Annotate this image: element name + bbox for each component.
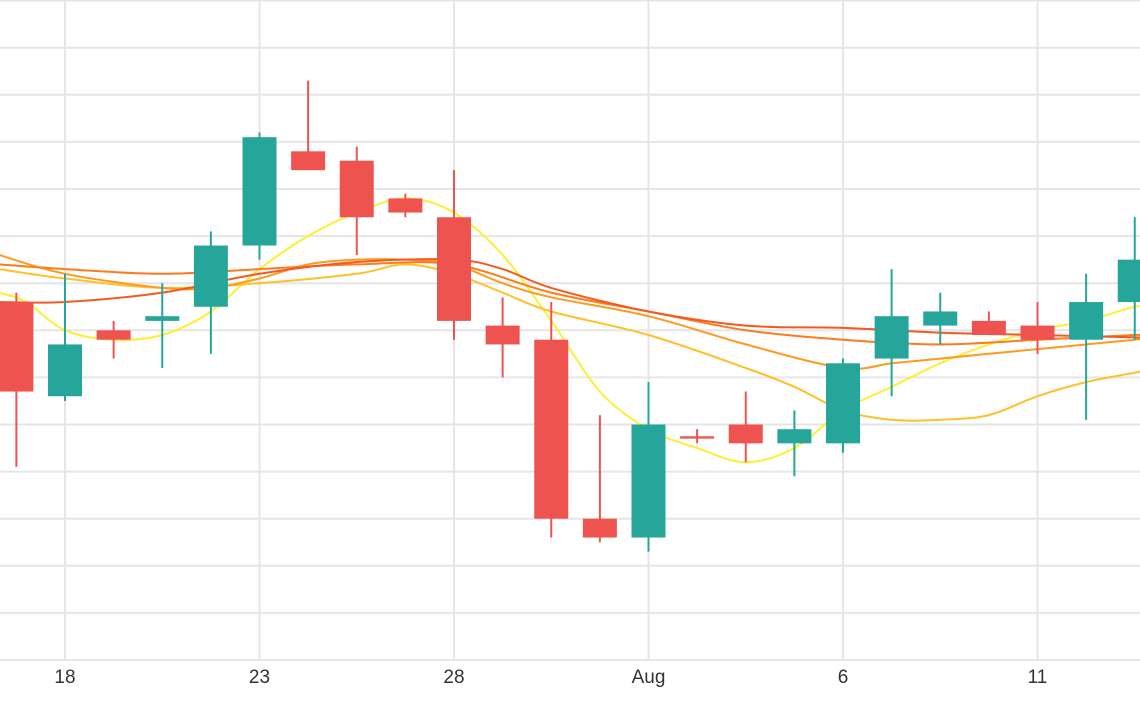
candle-down xyxy=(680,429,715,444)
candle-body xyxy=(339,160,374,218)
candle-up xyxy=(242,132,277,260)
candle-body xyxy=(971,320,1006,336)
candle-body xyxy=(485,325,520,345)
candle-body xyxy=(1069,302,1104,340)
candle-body xyxy=(0,302,34,392)
candle-body xyxy=(1117,259,1140,303)
candle-body xyxy=(777,429,812,444)
moving-average-line-2 xyxy=(0,263,1140,422)
candle-body xyxy=(48,344,82,397)
candle-down xyxy=(291,80,326,171)
x-tick-label: 23 xyxy=(249,667,270,688)
candle-body xyxy=(728,424,763,444)
candle-down xyxy=(96,320,131,359)
x-tick-label: 18 xyxy=(54,667,75,688)
candle-body xyxy=(1020,325,1055,340)
candle-down xyxy=(1020,302,1055,354)
candle-down xyxy=(339,146,374,255)
x-axis-tick-labels: 18 23 28 Aug 6 11 xyxy=(54,667,1047,688)
x-tick-label: 28 xyxy=(443,667,464,688)
candle-down xyxy=(582,415,617,543)
candle-down xyxy=(534,302,569,538)
candle-down xyxy=(388,193,423,218)
candle-up xyxy=(193,231,228,354)
x-tick-label: 6 xyxy=(838,667,849,688)
candle-body xyxy=(923,311,958,326)
candle-body xyxy=(680,436,715,439)
candle-up xyxy=(874,269,909,397)
moving-average-line-5 xyxy=(0,258,1140,339)
candle-body xyxy=(534,339,569,519)
candle-down xyxy=(485,297,520,378)
candle-body xyxy=(193,245,228,307)
x-tick-label: 11 xyxy=(1028,667,1048,688)
candle-body xyxy=(242,137,277,246)
x-tick-label: Aug xyxy=(632,667,666,688)
candle-up xyxy=(1069,273,1104,420)
candle-up xyxy=(145,283,180,368)
candles xyxy=(0,80,1140,552)
gridlines xyxy=(0,0,1140,661)
candle-body xyxy=(582,518,617,538)
candle-up xyxy=(923,292,958,345)
candle-body xyxy=(631,424,666,538)
candle-body xyxy=(437,217,471,321)
candle-up xyxy=(631,382,666,552)
candle-up xyxy=(777,410,812,477)
candle-body xyxy=(145,316,180,321)
candle-body xyxy=(291,151,326,171)
candle-up xyxy=(1117,217,1140,340)
candle-body xyxy=(826,363,860,444)
candle-up xyxy=(48,273,82,401)
candle-down xyxy=(971,311,1006,336)
candle-body xyxy=(388,198,423,213)
candle-down xyxy=(728,391,763,463)
candle-body xyxy=(874,316,909,359)
candle-up xyxy=(826,358,860,453)
candle-body xyxy=(96,330,131,340)
candle-down xyxy=(0,292,34,467)
candle-down xyxy=(437,170,471,340)
